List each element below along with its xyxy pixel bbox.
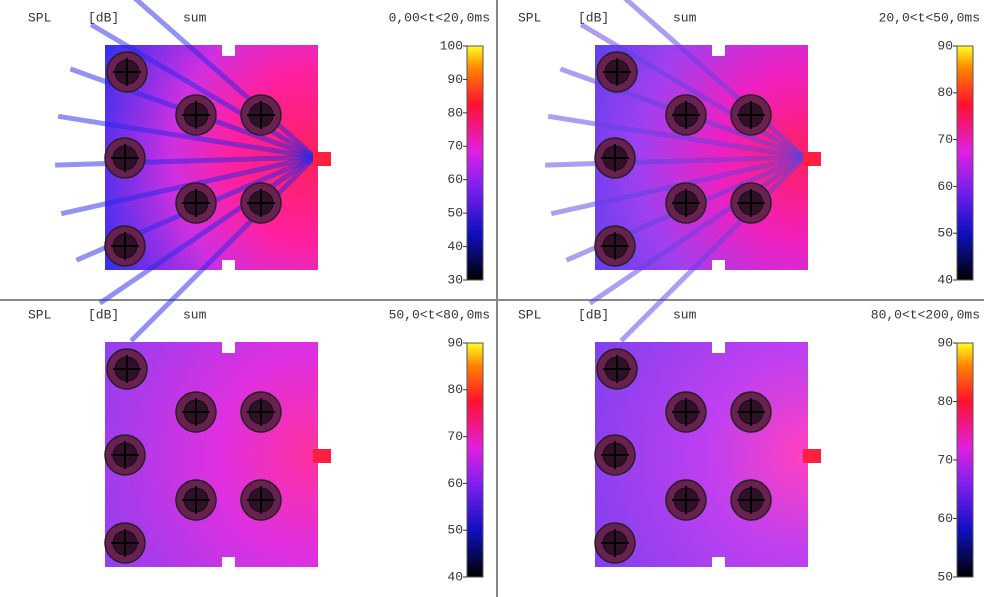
- quantity: SPL: [518, 307, 541, 322]
- ray: [623, 0, 807, 159]
- interval: 0,00<t<20,0ms: [389, 10, 490, 25]
- tick-label: 70: [447, 139, 463, 154]
- ray: [57, 113, 316, 160]
- speaker-cross: [603, 355, 631, 383]
- tick-label: 80: [937, 394, 953, 409]
- speaker-cross: [672, 101, 700, 129]
- quantity: SPL: [518, 10, 541, 25]
- unit: [dB]: [578, 307, 609, 322]
- speaker-cross: [182, 101, 210, 129]
- tick-label: 90: [447, 72, 463, 87]
- tick-label: 40: [447, 239, 463, 254]
- quantity: SPL: [28, 10, 51, 25]
- notch: [712, 260, 725, 271]
- speaker-cross: [182, 189, 210, 217]
- interval: 80,0<t<200,0ms: [871, 307, 980, 322]
- tick-label: 60: [447, 476, 463, 491]
- ray: [619, 155, 807, 343]
- ray: [129, 155, 317, 343]
- speaker-cross: [601, 232, 629, 260]
- ray: [547, 113, 806, 160]
- ray: [588, 154, 807, 306]
- speaker-cross: [601, 529, 629, 557]
- unit: [dB]: [88, 307, 119, 322]
- tick-label: 50: [937, 226, 953, 241]
- notch: [222, 557, 235, 568]
- tick-label: 70: [937, 132, 953, 147]
- mode: sum: [183, 307, 207, 322]
- source: [803, 449, 821, 463]
- mode: sum: [673, 307, 697, 322]
- ray: [98, 154, 317, 306]
- tick-label: 40: [447, 569, 463, 584]
- speaker-cross: [247, 101, 275, 129]
- tick-label: 60: [937, 179, 953, 194]
- speaker-cross: [603, 58, 631, 86]
- speaker-cross: [737, 101, 765, 129]
- colorbar: [956, 45, 974, 281]
- interval: 20,0<t<50,0ms: [879, 10, 980, 25]
- colorbar: [466, 45, 484, 281]
- tick-label: 90: [937, 335, 953, 350]
- speaker-cross: [111, 232, 139, 260]
- tick-label: 80: [447, 105, 463, 120]
- unit: [dB]: [88, 10, 119, 25]
- speaker-cross: [672, 398, 700, 426]
- ray: [55, 154, 316, 168]
- tick-label: 50: [447, 523, 463, 538]
- ray: [579, 22, 807, 160]
- speaker-cross: [247, 189, 275, 217]
- tick-label: 70: [937, 452, 953, 467]
- speaker-cross: [111, 529, 139, 557]
- speaker-cross: [247, 398, 275, 426]
- speaker-cross: [601, 441, 629, 469]
- notch: [222, 260, 235, 271]
- colorbar: [956, 342, 974, 578]
- tick-label: 80: [447, 382, 463, 397]
- speaker-cross: [182, 486, 210, 514]
- notch: [222, 341, 235, 353]
- mode: sum: [673, 10, 697, 25]
- tick-label: 100: [440, 38, 463, 53]
- notch: [712, 341, 725, 353]
- speaker-cross: [247, 486, 275, 514]
- tick-label: 80: [937, 85, 953, 100]
- notch: [222, 44, 235, 56]
- speaker-cross: [737, 398, 765, 426]
- tick-label: 50: [447, 206, 463, 221]
- unit: [dB]: [578, 10, 609, 25]
- ray: [89, 22, 317, 160]
- mode: sum: [183, 10, 207, 25]
- tick-label: 90: [937, 38, 953, 53]
- interval: 50,0<t<80,0ms: [389, 307, 490, 322]
- speaker-cross: [111, 441, 139, 469]
- speaker-cross: [113, 58, 141, 86]
- speaker-cross: [111, 144, 139, 172]
- source: [313, 449, 331, 463]
- speaker-cross: [601, 144, 629, 172]
- speaker-cross: [182, 398, 210, 426]
- tick-label: 50: [937, 569, 953, 584]
- tick-label: 60: [447, 172, 463, 187]
- tick-label: 90: [447, 335, 463, 350]
- speaker-cross: [737, 486, 765, 514]
- notch: [712, 44, 725, 56]
- tick-label: 40: [937, 272, 953, 287]
- colorbar: [466, 342, 484, 578]
- source: [313, 152, 331, 166]
- ray: [545, 154, 806, 168]
- tick-label: 30: [447, 272, 463, 287]
- quantity: SPL: [28, 307, 51, 322]
- speaker-cross: [672, 189, 700, 217]
- speaker-cross: [737, 189, 765, 217]
- speaker-cross: [672, 486, 700, 514]
- tick-label: 70: [447, 429, 463, 444]
- ray: [133, 0, 317, 159]
- notch: [712, 557, 725, 568]
- source: [803, 152, 821, 166]
- speaker-cross: [113, 355, 141, 383]
- tick-label: 60: [937, 511, 953, 526]
